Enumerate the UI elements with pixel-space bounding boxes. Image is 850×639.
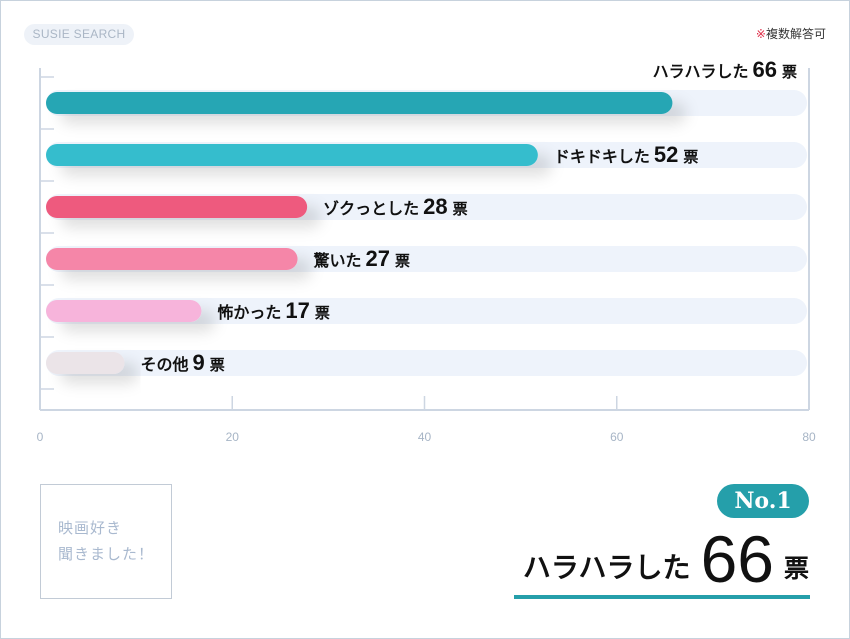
top-answer-underline — [514, 595, 810, 599]
bar-5 — [46, 352, 125, 374]
multiple-answers-note: ※複数解答可 — [756, 25, 826, 42]
bar-track-5 — [46, 350, 807, 376]
bar-1 — [46, 144, 538, 166]
bar-label-3: 驚いた 27 票 — [313, 246, 411, 271]
bar-label-2: ゾクっとした 28 票 — [323, 194, 468, 219]
note-mark: ※ — [755, 27, 766, 41]
callout-line-1: 映画好き — [58, 519, 123, 537]
x-tick-label-0: 0 — [37, 430, 44, 444]
brand-badge: SUSIE SEARCH — [24, 24, 134, 45]
rank-badge: No.1 — [717, 484, 809, 518]
top-answer: ハラハラした 66 票 — [523, 524, 809, 594]
bar-4 — [46, 300, 202, 322]
top-answer-unit: 票 — [783, 554, 809, 583]
top-answer-label: ハラハラした — [522, 551, 691, 584]
x-tick-label-2: 40 — [418, 430, 432, 444]
bar-0 — [46, 92, 673, 114]
note-text: 複数解答可 — [765, 27, 826, 41]
bar-label-1: ドキドキした 52 票 — [554, 142, 699, 167]
bar-label-0: ハラハラした 66 票 — [653, 57, 797, 82]
x-tick-label-4: 80 — [802, 430, 816, 444]
callout-line-2: 聞きました！ — [58, 545, 155, 563]
callout-box: 映画好き 聞きました！ — [40, 484, 172, 599]
x-tick-label-1: 20 — [226, 430, 240, 444]
bar-label-4: 怖かった 17 票 — [217, 298, 330, 323]
bar-label-5: その他 9 票 — [141, 350, 225, 375]
x-tick-label-3: 60 — [610, 430, 624, 444]
top-answer-value: 66 — [700, 522, 774, 596]
bar-2 — [46, 196, 308, 218]
bar-track-4 — [46, 298, 807, 324]
bar-3 — [46, 248, 298, 270]
